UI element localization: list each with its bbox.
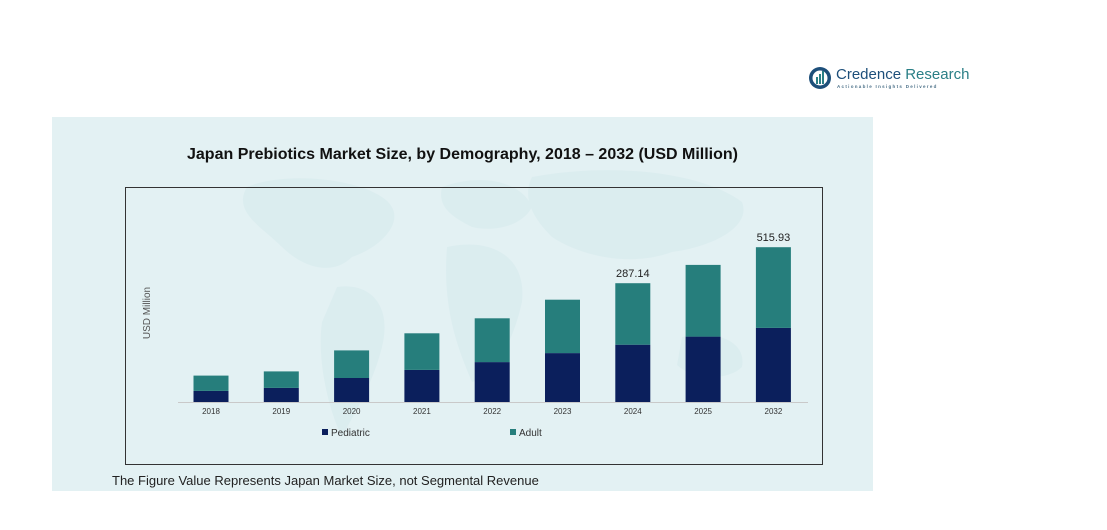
bar-adult-2018 [193, 375, 229, 391]
chart-title: Japan Prebiotics Market Size, by Demogra… [187, 146, 738, 163]
legend-label-pediatric: Pediatric [331, 428, 370, 439]
brand-logo: Credence Research Actionable Insights De… [808, 64, 978, 94]
bar-pediatric-2024 [615, 344, 651, 402]
bar-pediatric-2023 [545, 353, 580, 402]
legend-label-adult: Adult [519, 428, 542, 439]
brand-name-part1: Credence [836, 66, 902, 83]
bar-pediatric-2032 [755, 327, 791, 402]
bar-adult-2020 [334, 350, 370, 378]
brand-tagline: Actionable Insights Delivered [837, 84, 938, 89]
legend-swatch-adult [510, 429, 516, 435]
footnote: The Figure Value Represents Japan Market… [112, 473, 539, 488]
bar-adult-2025 [685, 264, 721, 337]
data-label-2024: 287.14 [616, 268, 650, 280]
legend-swatch-pediatric [322, 429, 328, 435]
x-tick-label-2032: 2032 [765, 407, 783, 416]
bar-adult-2023 [545, 299, 580, 354]
x-tick-label-2022: 2022 [483, 407, 501, 416]
x-tick-label-2021: 2021 [413, 407, 431, 416]
bar-pediatric-2025 [685, 336, 721, 402]
plot-frame [125, 187, 823, 465]
brand-name-part2: Research [901, 66, 970, 83]
x-tick-label-2025: 2025 [694, 407, 712, 416]
x-tick-label-2019: 2019 [272, 407, 290, 416]
bar-pediatric-2018 [193, 390, 229, 402]
bar-adult-2024 [615, 283, 651, 345]
bar-pediatric-2021 [404, 369, 440, 402]
bar-adult-2021 [404, 333, 440, 370]
x-tick-label-2020: 2020 [343, 407, 361, 416]
x-tick-label-2024: 2024 [624, 407, 642, 416]
bar-pediatric-2022 [474, 362, 510, 402]
x-tick-label-2018: 2018 [202, 407, 220, 416]
y-axis-label: USD Million [142, 287, 153, 339]
data-label-2032: 515.93 [757, 232, 791, 244]
bar-pediatric-2019 [263, 387, 299, 402]
bar-adult-2032 [755, 247, 791, 328]
x-tick-label-2023: 2023 [554, 407, 572, 416]
bar-pediatric-2020 [334, 378, 370, 402]
bar-adult-2022 [474, 318, 510, 363]
bar-adult-2019 [263, 371, 299, 388]
logo-mark-icon [809, 67, 831, 89]
brand-name: Credence Research [836, 66, 969, 83]
